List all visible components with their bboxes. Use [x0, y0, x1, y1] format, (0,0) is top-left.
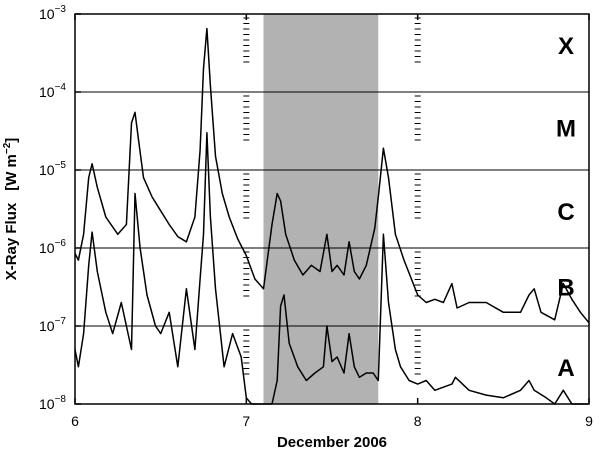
series-line-1 — [74, 27, 590, 324]
series-line-2 — [74, 132, 589, 405]
y-tick-label: 10−8 — [39, 394, 66, 412]
y-axis-title-units-exp: −2 — [2, 142, 13, 154]
y-tick-label: 10−4 — [39, 82, 66, 100]
x-tick-label: 8 — [414, 413, 422, 429]
y-axis-title-main: X-Ray Flux — [3, 202, 20, 280]
x-tick-label: 9 — [585, 413, 593, 429]
x-tick-label: 7 — [242, 413, 250, 429]
shaded-region — [263, 14, 379, 404]
dashed-marker-layer — [243, 17, 421, 375]
y-tick-label: 10−7 — [39, 316, 66, 334]
series-layer — [74, 27, 590, 405]
flare-class-label: C — [557, 199, 574, 226]
plot-frame — [74, 13, 590, 405]
flare-class-label: X — [558, 33, 574, 60]
y-axis-title-units: [W m — [3, 154, 20, 191]
y-axis-title-units-close: ] — [3, 138, 20, 143]
dashed-marker — [243, 17, 250, 375]
dashed-marker — [414, 17, 421, 375]
flare-class-label: B — [557, 275, 574, 302]
y-tick-label: 10−5 — [39, 160, 66, 178]
x-axis-title: December 2006 — [277, 434, 387, 451]
flare-class-layer: X M C B A — [556, 33, 576, 382]
y-axis-title: X-Ray Flux [W m−2] — [2, 138, 20, 281]
y-tick-label: 10−6 — [39, 238, 66, 256]
tick-layer: 6 7 8 9 10−8 10−7 10−6 10−5 10−4 10−3 — [39, 4, 593, 429]
shaded-region-layer — [263, 14, 379, 404]
flare-class-label: A — [557, 355, 574, 382]
gridline-layer — [75, 91, 589, 327]
flare-class-label: M — [556, 116, 576, 143]
y-tick-label: 10−3 — [39, 4, 66, 22]
x-tick-label: 6 — [71, 413, 79, 429]
